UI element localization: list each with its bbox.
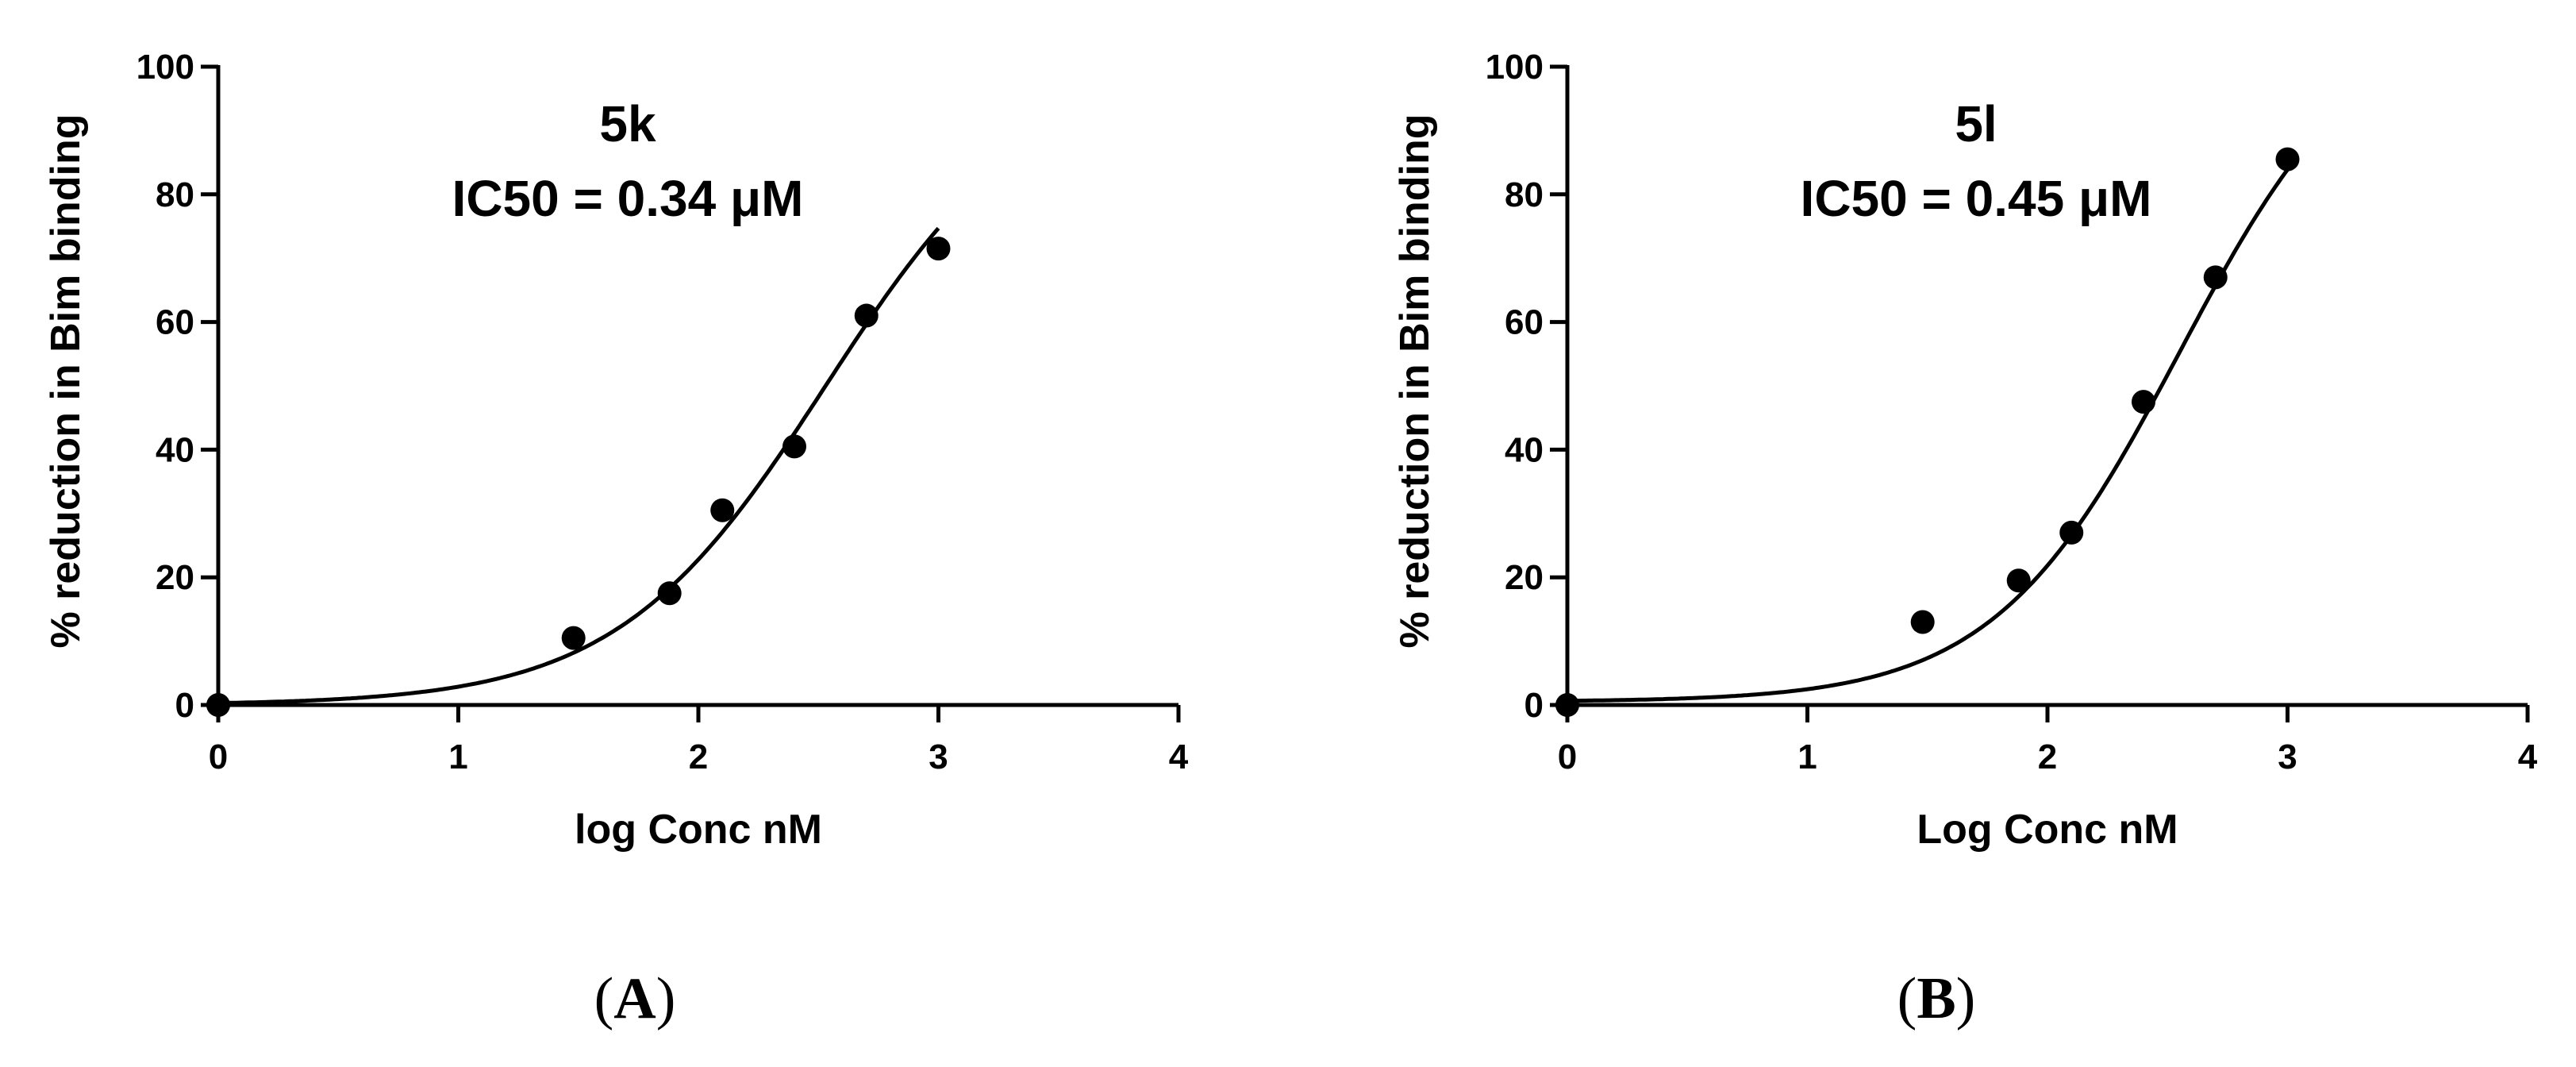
y-tick-label: 100 bbox=[1486, 48, 1544, 87]
data-point bbox=[1555, 693, 1579, 717]
panel-label: (A) bbox=[594, 966, 676, 1031]
panel-label: (B) bbox=[1897, 966, 1976, 1031]
y-tick-label: 20 bbox=[156, 558, 194, 597]
y-tick-label: 80 bbox=[156, 175, 194, 214]
data-point bbox=[657, 581, 682, 606]
x-tick-label: 2 bbox=[689, 738, 708, 776]
y-tick-label: 60 bbox=[1505, 303, 1544, 342]
x-tick-label: 3 bbox=[929, 738, 948, 776]
panel-label-open: ( bbox=[594, 966, 614, 1031]
y-tick-label: 60 bbox=[156, 303, 194, 342]
data-point bbox=[2132, 390, 2155, 414]
data-point bbox=[2203, 265, 2228, 290]
y-tick-label: 100 bbox=[136, 48, 194, 87]
y-tick-label: 80 bbox=[1505, 175, 1544, 214]
x-tick-label: 0 bbox=[1558, 738, 1577, 776]
data-point bbox=[926, 237, 951, 261]
x-tick-label: 1 bbox=[1797, 738, 1817, 776]
panel-label-close: ) bbox=[1956, 966, 1976, 1031]
y-tick-label: 0 bbox=[1524, 686, 1544, 725]
data-point bbox=[710, 498, 735, 522]
y-tick-label: 40 bbox=[1505, 430, 1544, 469]
panel-label-letter: A bbox=[613, 966, 656, 1031]
x-tick-label: 1 bbox=[448, 738, 467, 776]
chart-title-line2: IC50 = 0.34 μM bbox=[452, 170, 804, 227]
data-point bbox=[2275, 147, 2300, 171]
chart-title-line1: 5k bbox=[599, 95, 656, 152]
panel-label-open: ( bbox=[1897, 966, 1917, 1031]
x-tick-label: 2 bbox=[2038, 738, 2057, 776]
data-point bbox=[561, 626, 586, 650]
chart-title-line1: 5l bbox=[1955, 95, 1997, 152]
panel-label-letter: B bbox=[1917, 966, 1955, 1031]
data-point bbox=[206, 693, 230, 717]
y-axis-label: % reduction in Bim binding bbox=[1392, 114, 1438, 648]
y-tick-label: 0 bbox=[175, 686, 194, 725]
x-tick-label: 4 bbox=[1169, 738, 1189, 776]
fit-curve bbox=[218, 226, 940, 706]
panel-label-close: ) bbox=[656, 966, 676, 1031]
data-point bbox=[1910, 610, 1935, 634]
x-axis-label: log Conc nM bbox=[575, 807, 822, 853]
fit-curve bbox=[1567, 168, 2290, 703]
y-tick-label: 40 bbox=[156, 430, 194, 469]
chart-title-line2: IC50 = 0.45 μM bbox=[1801, 170, 2152, 227]
y-tick-label: 20 bbox=[1505, 558, 1544, 597]
data-point bbox=[854, 303, 879, 328]
data-point bbox=[2006, 568, 2031, 593]
x-tick-label: 3 bbox=[2278, 738, 2297, 776]
y-axis-label: % reduction in Bim binding bbox=[43, 114, 89, 648]
x-tick-label: 4 bbox=[2518, 738, 2538, 776]
x-axis-label: Log Conc nM bbox=[1917, 807, 2178, 853]
data-point bbox=[782, 434, 806, 459]
x-tick-label: 0 bbox=[209, 738, 228, 776]
data-point bbox=[2059, 520, 2084, 545]
